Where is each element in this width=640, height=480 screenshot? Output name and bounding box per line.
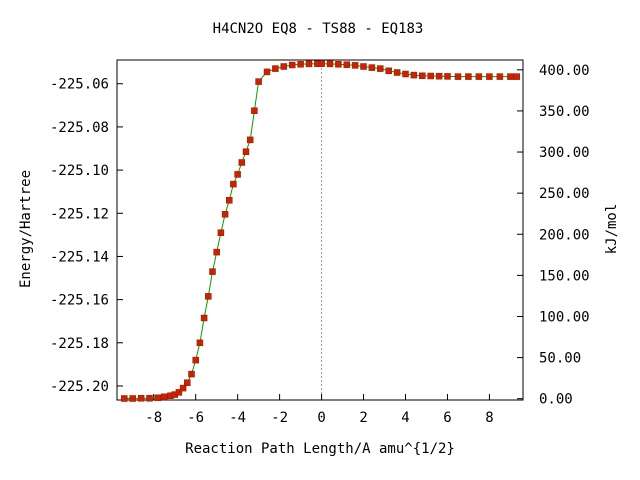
x-tick-label: -8 [145, 410, 162, 426]
data-point [230, 180, 237, 188]
x-tick-label: 8 [485, 410, 493, 426]
data-point [326, 60, 334, 68]
data-point [154, 394, 162, 402]
x-axis-label: Reaction Path Length/A amu^{1/2} [185, 441, 455, 457]
y2-tick-label: 300.00 [539, 145, 590, 161]
y2-tick-label: 0.00 [539, 392, 573, 408]
x-tick-label: 0 [317, 410, 325, 426]
y2-tick-label: 250.00 [539, 186, 590, 202]
y-tick-label: -225.18 [50, 336, 109, 352]
y2-axis-ticks: 0.00 50.00 100.00 150.00 200.00 250.00 300.00 3… [517, 63, 590, 408]
energy-profile-line [124, 63, 517, 399]
plot-area-frame [116, 59, 524, 401]
y-tick-label: -225.08 [50, 120, 109, 136]
data-point [343, 61, 351, 68]
y-tick-label: -225.16 [50, 293, 109, 309]
data-point [385, 67, 392, 75]
data-point [205, 293, 212, 300]
x-tick-label: 6 [443, 410, 451, 426]
data-point [444, 73, 451, 80]
x-tick-label: -2 [271, 410, 288, 426]
data-point [393, 69, 401, 76]
data-point [179, 384, 187, 392]
data-point [121, 395, 128, 402]
data-point [496, 73, 504, 80]
data-point [305, 60, 313, 68]
data-point [217, 229, 225, 236]
y2-tick-label: 100.00 [539, 309, 590, 325]
data-point [297, 61, 304, 68]
data-point [335, 61, 342, 68]
data-point [255, 78, 262, 85]
x-tick-label: 2 [359, 410, 367, 426]
data-point [272, 65, 279, 72]
y2-tick-label: 400.00 [539, 63, 590, 79]
data-point [410, 71, 418, 79]
x-axis-ticks: -8 -6 -4 -2 0 2 4 6 8 [145, 394, 494, 426]
data-point [419, 72, 426, 80]
data-point [246, 136, 254, 144]
data-point [454, 73, 462, 80]
data-point [280, 63, 288, 70]
data-point [507, 73, 514, 80]
data-point [377, 65, 384, 72]
y2-tick-label: 350.00 [539, 104, 590, 120]
data-point [263, 68, 271, 76]
x-tick-label: -4 [229, 410, 246, 426]
y-axis-label: Energy/Hartree [18, 170, 34, 288]
data-point [184, 379, 191, 386]
y2-axis-label: kJ/mol [604, 204, 620, 255]
data-point [188, 370, 195, 378]
data-point [360, 63, 367, 70]
data-point [486, 73, 493, 80]
data-point [234, 171, 241, 178]
data-point [242, 148, 250, 155]
data-point [192, 356, 199, 364]
data-point [513, 73, 520, 80]
y-tick-label: -225.14 [50, 249, 109, 265]
x-tick-label: 4 [401, 410, 409, 426]
data-point [251, 107, 258, 114]
y2-tick-label: 150.00 [539, 268, 590, 284]
y-tick-label: -225.06 [50, 77, 109, 93]
y-tick-label: -225.20 [50, 379, 109, 395]
x-tick-label: -6 [187, 410, 204, 426]
data-point [475, 73, 483, 80]
data-point [435, 72, 443, 80]
y2-tick-label: 50.00 [539, 351, 581, 367]
energy-profile-points [121, 60, 520, 402]
chart-title: H4CN2O EQ8 - TS88 - EQ183 [213, 21, 424, 37]
data-point [213, 248, 220, 256]
data-point [288, 61, 296, 69]
data-point [137, 395, 145, 402]
data-point [160, 393, 168, 401]
data-point [146, 395, 153, 402]
data-point [209, 268, 216, 275]
data-point [175, 389, 183, 396]
data-point [368, 64, 376, 71]
data-point [226, 197, 233, 204]
data-point [351, 62, 359, 69]
data-point [318, 60, 325, 67]
data-point [200, 314, 208, 322]
y-axis-ticks: -225.06 -225.08 -225.10 -225.12 -225.14 -225.… [50, 77, 123, 395]
data-point [465, 73, 472, 80]
y-tick-label: -225.12 [50, 206, 109, 222]
data-point [129, 395, 136, 402]
y2-tick-label: 200.00 [539, 227, 590, 243]
data-point [427, 72, 434, 80]
data-point [402, 70, 409, 78]
data-point [221, 211, 229, 218]
y-tick-label: -225.10 [50, 163, 109, 179]
data-point [196, 339, 204, 347]
data-point [238, 159, 246, 166]
